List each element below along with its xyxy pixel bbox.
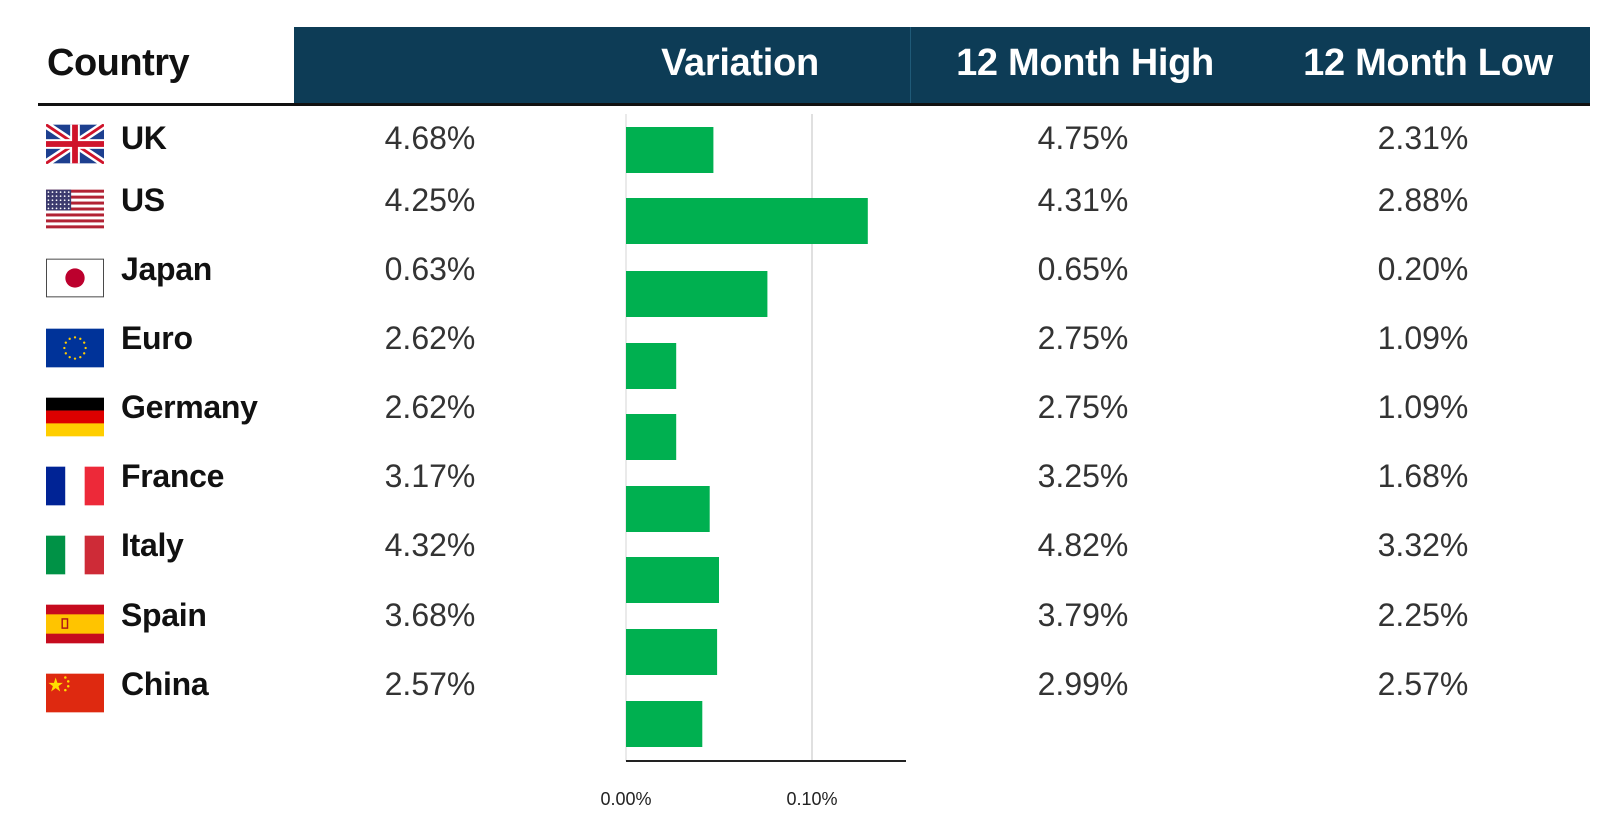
header-underline: [38, 103, 1590, 106]
table-row: Germany 2.62% 2.75% 1.09%: [0, 387, 1615, 447]
table-row: US 4.25% 4.31% 2.88%: [0, 180, 1615, 240]
table-row: Euro 2.62% 2.75% 1.09%: [0, 318, 1615, 378]
high-value: 2.75%: [1037, 320, 1129, 356]
current-value: 4.68%: [384, 120, 476, 156]
high-value: 4.75%: [1037, 120, 1129, 156]
low-value: 1.09%: [1377, 389, 1469, 425]
table-row: Italy 4.32% 4.82% 3.32%: [0, 525, 1615, 585]
current-value: 2.62%: [384, 389, 476, 425]
current-value: 3.17%: [384, 458, 476, 494]
country-name: Euro: [121, 320, 193, 356]
italy-flag-icon: [46, 535, 104, 575]
country-name: China: [121, 666, 209, 702]
high-value: 4.31%: [1037, 182, 1129, 218]
current-value: 4.32%: [384, 527, 476, 563]
country-name: UK: [121, 120, 167, 156]
spain-flag-icon: [46, 604, 104, 644]
low-value: 3.32%: [1377, 527, 1469, 563]
header-divider: [910, 27, 911, 105]
low-value: 2.31%: [1377, 120, 1469, 156]
table-row: China 2.57% 2.99% 2.57%: [0, 664, 1615, 724]
low-value: 2.57%: [1377, 666, 1469, 702]
us-flag-icon: [46, 189, 104, 229]
current-value: 4.25%: [384, 182, 476, 218]
high-value: 2.75%: [1037, 389, 1129, 425]
low-value: 1.09%: [1377, 320, 1469, 356]
country-name: Germany: [121, 389, 258, 425]
current-value: 0.63%: [384, 251, 476, 287]
high-value: 2.99%: [1037, 666, 1129, 702]
low-value: 2.25%: [1377, 597, 1469, 633]
country-name: Spain: [121, 597, 207, 633]
japan-flag-icon: [46, 258, 104, 298]
low-value: 1.68%: [1377, 458, 1469, 494]
country-name: US: [121, 182, 165, 218]
low-value: 2.88%: [1377, 182, 1469, 218]
header-band: [294, 27, 1590, 105]
table-row: UK 4.68% 4.75% 2.31%: [0, 118, 1615, 178]
header-country: Country: [47, 42, 190, 84]
current-value: 2.62%: [384, 320, 476, 356]
header-variation: Variation: [661, 42, 819, 84]
x-tick-label: 0.00%: [600, 789, 651, 809]
country-name: France: [121, 458, 225, 494]
high-value: 4.82%: [1037, 527, 1129, 563]
high-value: 3.25%: [1037, 458, 1129, 494]
germany-flag-icon: [46, 397, 104, 437]
high-value: 3.79%: [1037, 597, 1129, 633]
uk-flag-icon: [46, 124, 104, 164]
eu-flag-icon: [46, 328, 104, 368]
table-row: Japan 0.63% 0.65% 0.20%: [0, 249, 1615, 309]
header-12-month-high: 12 Month High: [956, 42, 1214, 84]
current-value: 3.68%: [384, 597, 476, 633]
high-value: 0.65%: [1037, 251, 1129, 287]
current-value: 2.57%: [384, 666, 476, 702]
country-name: Italy: [121, 527, 184, 563]
france-flag-icon: [46, 466, 104, 506]
header-12-month-low: 12 Month Low: [1303, 42, 1553, 84]
low-value: 0.20%: [1377, 251, 1469, 287]
table-row: Spain 3.68% 3.79% 2.25%: [0, 595, 1615, 655]
table-row: France 3.17% 3.25% 1.68%: [0, 456, 1615, 516]
china-flag-icon: [46, 673, 104, 713]
country-name: Japan: [121, 251, 212, 287]
x-tick-label: 0.10%: [786, 789, 837, 809]
